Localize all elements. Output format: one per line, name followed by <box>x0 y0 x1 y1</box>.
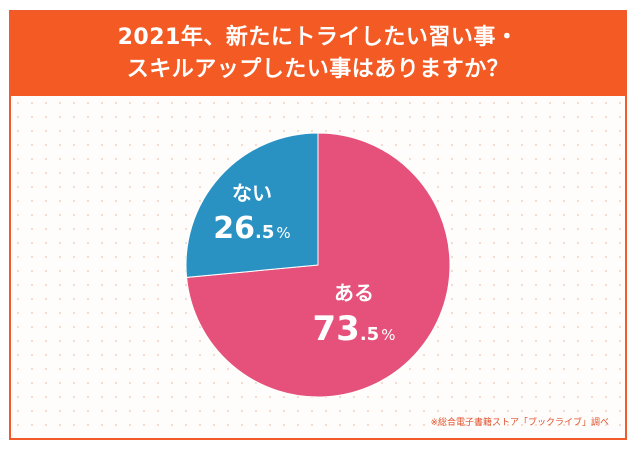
title-banner: 2021年、新たにトライしたい習い事・ スキルアップしたい事はありますか？ <box>11 12 625 96</box>
slice-value-no: 26.5% <box>213 211 290 246</box>
slice-label-no: ない <box>232 181 272 205</box>
source-footnote: ※総合電子書籍ストア「ブックライブ」調べ <box>430 418 609 428</box>
pie-slice-no <box>185 132 319 278</box>
title-line-1: 2021年、新たにトライしたい習い事・ <box>117 25 519 50</box>
slice-label-yes: ある <box>334 281 374 305</box>
title-line-2: スキルアップしたい事はありますか？ <box>126 57 510 82</box>
slice-value-yes: 73.5% <box>313 309 396 349</box>
